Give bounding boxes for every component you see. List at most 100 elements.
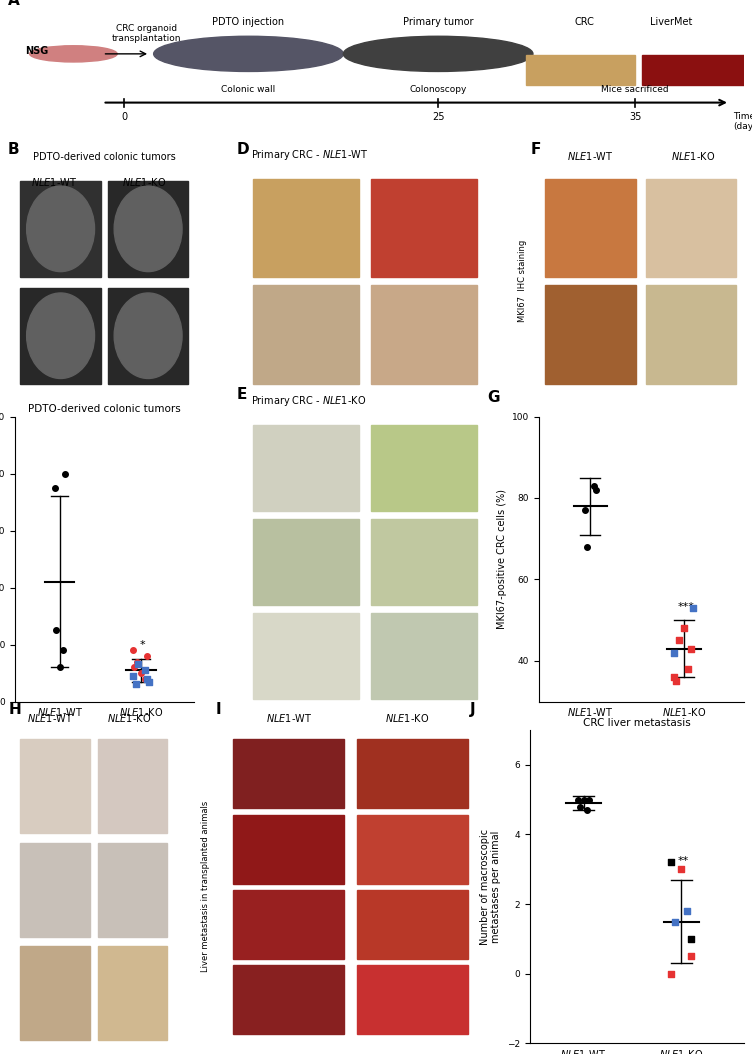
Text: H: H <box>9 702 22 718</box>
Point <box>50 622 62 639</box>
Circle shape <box>29 45 117 62</box>
Point <box>581 802 593 819</box>
Point <box>49 480 61 496</box>
Bar <box>20 288 101 384</box>
Bar <box>20 180 101 277</box>
Title: CRC liver metastasis: CRC liver metastasis <box>584 718 691 728</box>
Point <box>574 798 586 815</box>
Point <box>670 672 682 689</box>
Point <box>675 861 687 878</box>
Bar <box>20 739 89 834</box>
Text: J: J <box>470 702 475 718</box>
Point <box>59 465 71 482</box>
Point <box>584 792 596 808</box>
Bar <box>253 178 359 277</box>
Text: G: G <box>488 390 500 405</box>
Bar <box>233 965 344 1034</box>
Bar <box>356 815 468 883</box>
Point <box>53 659 65 676</box>
Point <box>132 656 144 672</box>
Ellipse shape <box>26 293 95 378</box>
Ellipse shape <box>114 293 182 378</box>
Text: E: E <box>236 387 247 403</box>
Text: $\it{NLE1}$-KO: $\it{NLE1}$-KO <box>671 150 715 161</box>
Text: MKI67  IHC staining: MKI67 IHC staining <box>518 240 527 323</box>
Bar <box>98 739 168 834</box>
Text: Primary tumor: Primary tumor <box>403 17 473 27</box>
Ellipse shape <box>26 187 95 272</box>
Text: $\it{NLE1}$-KO: $\it{NLE1}$-KO <box>385 711 429 724</box>
Text: $\it{NLE1}$-KO: $\it{NLE1}$-KO <box>122 176 165 189</box>
Point <box>669 913 681 930</box>
Text: I: I <box>216 702 221 718</box>
Text: *: * <box>140 640 145 650</box>
Text: $\it{NLE1}$-WT: $\it{NLE1}$-WT <box>27 711 73 724</box>
Bar <box>98 946 168 1040</box>
Point <box>669 644 681 661</box>
Text: NSG: NSG <box>26 46 49 56</box>
Text: $\it{NLE1}$-WT: $\it{NLE1}$-WT <box>265 711 312 724</box>
Text: PDTO-derived colonic tumors: PDTO-derived colonic tumors <box>33 152 176 161</box>
Bar <box>371 178 478 277</box>
Point <box>673 632 685 649</box>
Point <box>130 676 142 692</box>
Text: $\it{NLE1}$-WT: $\it{NLE1}$-WT <box>567 150 614 161</box>
Bar <box>371 520 478 605</box>
Title: PDTO-derived colonic tumors: PDTO-derived colonic tumors <box>28 405 180 414</box>
Text: ***: *** <box>678 602 694 612</box>
Bar <box>356 965 468 1034</box>
Text: 35: 35 <box>629 112 641 122</box>
Bar <box>371 286 478 384</box>
Point <box>143 674 155 690</box>
Bar <box>371 613 478 699</box>
Point <box>131 653 143 670</box>
Text: Primary CRC - $\it{NLE1}$-KO: Primary CRC - $\it{NLE1}$-KO <box>250 394 365 408</box>
Text: 0: 0 <box>121 112 128 122</box>
Text: 25: 25 <box>432 112 444 122</box>
Text: LiverMet: LiverMet <box>650 17 693 27</box>
Text: **: ** <box>678 856 689 865</box>
Bar <box>253 286 359 384</box>
Bar <box>108 180 188 277</box>
Bar <box>356 890 468 959</box>
Point <box>578 792 590 808</box>
Text: $\it{NLE1}$-WT: $\it{NLE1}$-WT <box>32 176 77 189</box>
Bar <box>356 739 468 808</box>
Bar <box>642 55 752 85</box>
Point <box>590 482 602 499</box>
Text: Liver metastasis in transplanted animals: Liver metastasis in transplanted animals <box>201 801 210 973</box>
Bar <box>233 815 344 883</box>
Point <box>135 665 147 682</box>
Text: Colonic wall: Colonic wall <box>221 85 275 95</box>
Point <box>57 642 69 659</box>
Point <box>685 931 697 948</box>
Point <box>127 667 139 684</box>
Circle shape <box>343 36 533 72</box>
Point <box>139 670 151 687</box>
Bar <box>526 55 635 85</box>
Text: Colonoscopy: Colonoscopy <box>409 85 467 95</box>
Point <box>678 620 690 637</box>
Bar <box>108 288 188 384</box>
Point <box>666 965 678 982</box>
Text: D: D <box>236 142 249 157</box>
Text: CRC organoid
transplantation: CRC organoid transplantation <box>111 24 181 43</box>
Point <box>139 662 151 679</box>
Bar <box>253 520 359 605</box>
Bar <box>253 425 359 510</box>
Bar <box>646 178 736 277</box>
Bar <box>233 739 344 808</box>
Bar <box>20 946 89 1040</box>
Point <box>666 854 678 871</box>
Bar <box>646 286 736 384</box>
Point <box>687 600 699 617</box>
Point <box>141 647 153 664</box>
Bar <box>371 425 478 510</box>
Text: CRC: CRC <box>574 17 594 27</box>
Bar <box>20 843 89 937</box>
Point <box>127 642 139 659</box>
Text: Mice sacrificed: Mice sacrificed <box>602 85 669 95</box>
Point <box>669 668 681 685</box>
Point <box>588 477 600 494</box>
Point <box>129 659 141 676</box>
